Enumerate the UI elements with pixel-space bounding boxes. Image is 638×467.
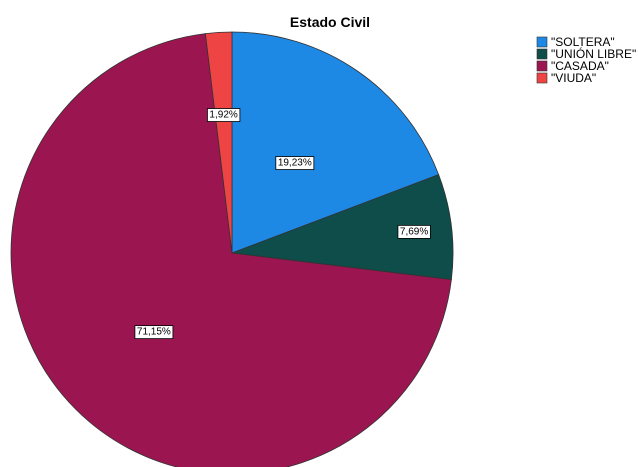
legend-item: "VIUDA" — [536, 71, 596, 85]
pie-data-label: 1,92% — [207, 108, 241, 122]
legend-item: "UNIÓN LIBRE" — [536, 46, 636, 61]
pie-data-label: 7,69% — [397, 224, 431, 239]
pie-data-label: 19,23% — [275, 156, 315, 170]
legend-label: "UNIÓN LIBRE" — [551, 46, 636, 61]
svg-text:7,69%: 7,69% — [400, 226, 428, 237]
legend-swatch — [536, 36, 548, 48]
legend-label: "CASADA" — [551, 59, 609, 73]
pie-slice — [10, 33, 452, 467]
svg-text:1,92%: 1,92% — [209, 110, 237, 121]
legend-swatch — [536, 60, 548, 72]
pie-data-label: 71,15% — [134, 325, 174, 340]
pie-slice — [231, 174, 454, 281]
legend-item: "SOLTERA" — [536, 35, 615, 49]
pie-slices — [10, 31, 454, 467]
pie-slice — [231, 31, 440, 254]
legend-swatch — [536, 48, 548, 60]
legend-item: "CASADA" — [536, 59, 609, 73]
legend-swatch — [536, 72, 548, 84]
pie-slice — [204, 31, 233, 254]
pie-data-labels: 19,23% 7,69% 71,15% 1,92% — [134, 108, 431, 340]
legend: "SOLTERA""UNIÓN LIBRE""CASADA""VIUDA" — [536, 35, 636, 85]
legend-label: "SOLTERA" — [551, 35, 615, 49]
svg-text:19,23%: 19,23% — [278, 158, 312, 169]
chart-title: Estado Civil — [290, 14, 370, 30]
legend-label: "VIUDA" — [551, 71, 596, 85]
svg-text:71,15%: 71,15% — [137, 327, 171, 338]
